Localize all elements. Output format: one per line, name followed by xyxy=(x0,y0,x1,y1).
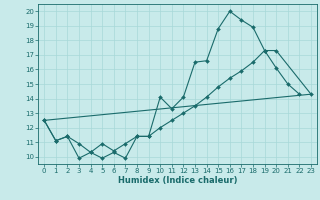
X-axis label: Humidex (Indice chaleur): Humidex (Indice chaleur) xyxy=(118,176,237,185)
